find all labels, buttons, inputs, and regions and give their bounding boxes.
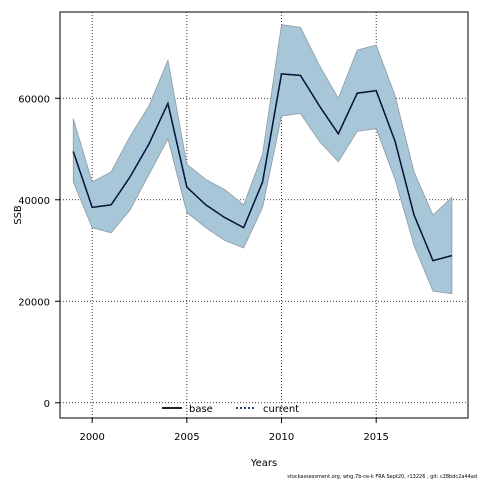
confidence-band-layer [72,24,453,295]
legend-label-current: current [263,404,299,415]
x-tick-label: 2015 [363,432,388,443]
y-tick-label: 0 [44,399,50,410]
x-axis-title: Years [250,458,277,469]
series-line-current [72,73,453,262]
series-layer [72,73,453,262]
footer-credit: stockassessment.org, whg.7b-ce-k FRA Sep… [287,474,477,480]
legend: base current [162,404,299,415]
confidence-band [72,24,453,295]
y-tick-label: 40000 [18,196,50,207]
x-tick-label: 2000 [79,432,104,443]
y-axis-title: SSB [13,205,24,225]
y-tick-label: 20000 [18,297,50,308]
x-axis: 2000 2005 2010 2015 [79,418,389,443]
x-tick-label: 2005 [174,432,199,443]
legend-label-base: base [189,404,213,415]
y-axis: 0 20000 40000 60000 [18,94,60,410]
x-tick-label: 2010 [269,432,294,443]
y-tick-label: 60000 [18,94,50,105]
plot-frame [59,11,469,419]
